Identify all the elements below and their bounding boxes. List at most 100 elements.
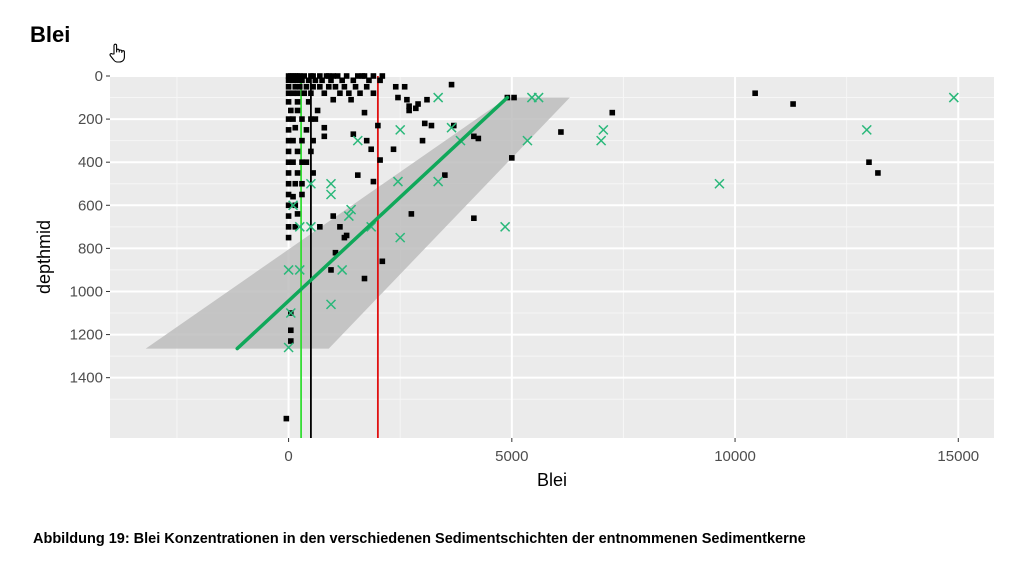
data-point-cross: [343, 211, 354, 222]
data-point-square: [406, 103, 412, 109]
data-point-square: [285, 83, 292, 90]
data-point-square: [404, 96, 410, 103]
data-point-square: [321, 133, 328, 140]
data-point-square: [392, 83, 399, 90]
data-point-cross: [433, 176, 444, 187]
data-point-square: [290, 137, 296, 144]
data-point-square: [361, 73, 368, 79]
data-point-square: [310, 170, 316, 176]
data-point-cross: [283, 264, 294, 275]
data-point-square: [317, 224, 323, 230]
data-point-square: [332, 83, 339, 90]
data-point-cross: [352, 135, 363, 146]
data-point-cross: [346, 204, 357, 215]
data-point-square: [285, 90, 292, 97]
data-point-square: [310, 83, 316, 90]
reference-lines-layer: [300, 76, 379, 438]
data-point-square: [296, 73, 303, 79]
data-point-square: [408, 211, 415, 217]
data-point-square: [341, 83, 348, 90]
y-axis-title: depthmid: [34, 220, 54, 294]
data-point-square: [377, 157, 383, 163]
data-point-square: [328, 267, 334, 273]
data-point-square: [314, 107, 321, 114]
data-point-square: [379, 73, 386, 79]
data-point-square: [296, 83, 303, 90]
data-point-square: [395, 94, 401, 101]
data-point-square: [292, 124, 299, 131]
data-point-square: [330, 213, 337, 219]
data-point-square: [471, 215, 477, 222]
data-point-square: [339, 77, 345, 84]
data-point-square: [390, 146, 397, 153]
data-point-square: [370, 178, 377, 185]
data-point-square: [363, 83, 370, 90]
data-point-square: [346, 90, 352, 97]
data-point-cross: [366, 221, 377, 232]
data-point-cross: [446, 122, 457, 133]
data-point-cross: [325, 178, 337, 189]
data-point-square: [303, 127, 310, 133]
data-point-square: [325, 73, 332, 79]
data-point-square: [285, 99, 292, 105]
data-point-square: [321, 90, 328, 97]
y-axis-ticks: 0 200 400 600 800 1000 1200 1400: [70, 68, 110, 387]
y-tick-label: 800: [78, 240, 103, 257]
data-point-square: [401, 83, 408, 90]
data-point-square: [332, 249, 339, 256]
data-point-square: [288, 338, 294, 344]
data-point-cross: [533, 92, 544, 103]
data-point-square: [299, 137, 305, 144]
data-point-square: [290, 193, 296, 200]
data-point-square: [348, 96, 354, 103]
data-point-cross: [305, 178, 316, 189]
data-point-square: [341, 234, 348, 241]
data-point-square: [325, 83, 332, 90]
data-point-square: [288, 327, 294, 334]
data-point-cross: [305, 221, 316, 232]
data-point-cross: [337, 264, 348, 275]
data-point-square: [368, 146, 374, 153]
fit-line: [235, 95, 510, 351]
data-point-square: [413, 105, 419, 112]
data-point-square: [299, 159, 305, 165]
data-point-square: [511, 94, 517, 101]
data-point-square: [370, 90, 377, 97]
data-point-square: [285, 191, 292, 198]
data-point-cross: [861, 124, 872, 135]
data-point-square: [299, 77, 305, 84]
data-point-cross: [395, 232, 406, 243]
data-point-square: [321, 124, 328, 131]
y-tick-label: 1200: [70, 327, 103, 344]
data-point-square: [308, 90, 314, 97]
data-point-cross: [596, 135, 607, 146]
data-point-square: [305, 99, 312, 105]
data-point-square: [361, 109, 368, 116]
data-point-square: [448, 81, 455, 88]
data-point-square: [301, 90, 308, 97]
data-point-square: [328, 77, 334, 84]
data-point-square: [285, 159, 292, 165]
x-tick-label: 5000: [495, 448, 528, 465]
data-point-square: [377, 77, 383, 84]
data-point-cross: [392, 176, 404, 187]
x-tick-label: 10000: [714, 448, 756, 465]
data-point-square: [337, 90, 343, 97]
data-point-cross: [288, 200, 299, 211]
data-point-cross: [285, 307, 296, 319]
data-point-square: [305, 77, 312, 84]
data-point-square: [294, 211, 301, 217]
data-point-square: [354, 73, 361, 79]
data-point-square: [609, 109, 616, 116]
data-point-square: [292, 83, 299, 90]
data-point-square: [308, 116, 314, 122]
data-point-square: [290, 159, 296, 165]
y-tick-label: 200: [78, 111, 103, 128]
plot-panel: [110, 76, 994, 438]
hand-cursor-icon: [109, 43, 125, 63]
data-point-square: [299, 116, 305, 122]
data-point-cross: [598, 124, 609, 135]
fit-line-layer: [235, 95, 510, 351]
data-point-square: [343, 73, 350, 79]
y-tick-label: 400: [78, 154, 103, 171]
